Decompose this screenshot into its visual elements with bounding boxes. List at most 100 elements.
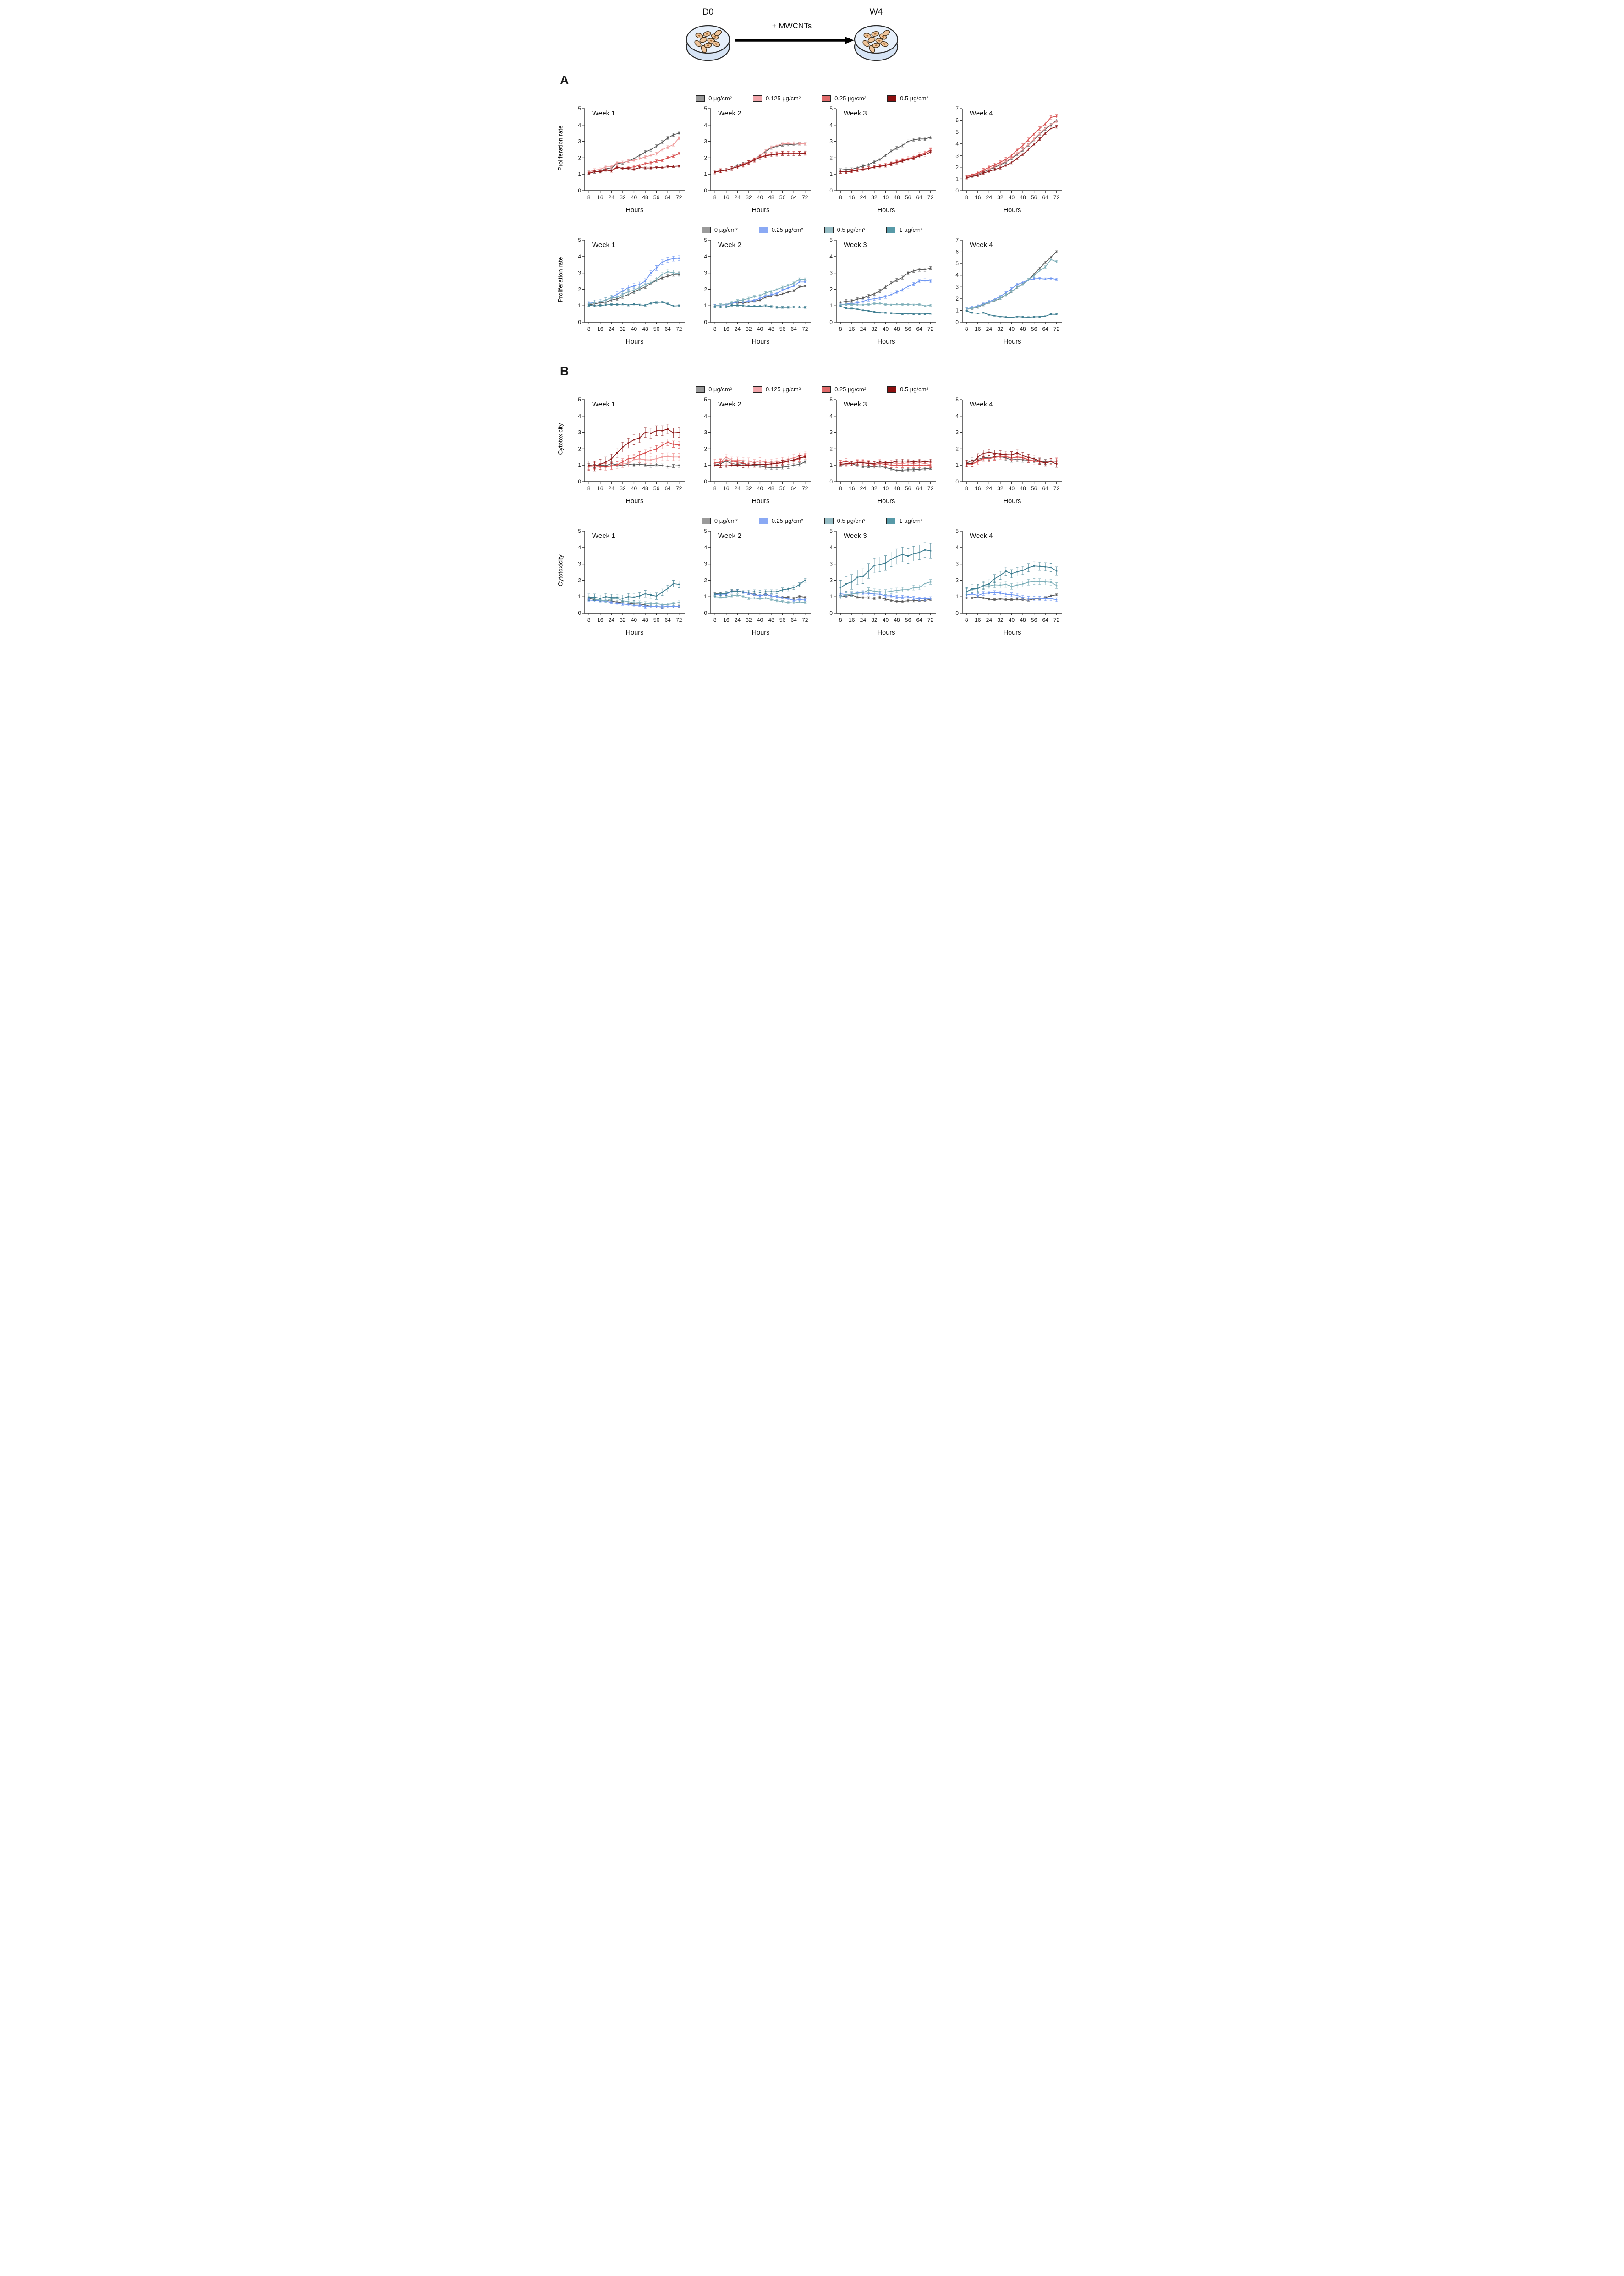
x-tick-label: 40 — [757, 617, 763, 623]
legend-item: 0 µg/cm² — [701, 226, 738, 233]
x-tick-label: 56 — [1031, 485, 1037, 492]
chart-b2-week3: 0 1 2 3 4 5 8 16 24 32 40 48 56 64 72 Hours Week 3 — [817, 525, 943, 641]
chart-row-b-2: Cytotoxicity 0 1 2 3 4 5 8 16 24 32 40 48 56 64 72 Hours… — [555, 525, 1069, 641]
x-tick-label: 40 — [631, 617, 637, 623]
line-chart-week-1: 0 1 2 3 4 5 8 16 24 32 40 48 56 64 72 Hours Week 1 — [578, 528, 685, 636]
x-tick-label: 32 — [746, 194, 752, 201]
x-tick-label: 64 — [916, 194, 923, 201]
x-tick-label: 48 — [768, 326, 774, 332]
x-tick-label: 72 — [1053, 485, 1060, 492]
series-markers — [839, 581, 932, 598]
legend-item: 0 µg/cm² — [701, 517, 738, 524]
series-markers — [966, 121, 1058, 178]
series-markers — [839, 549, 932, 589]
x-tick-label: 32 — [871, 194, 878, 201]
error-bars — [839, 278, 932, 307]
series-line — [714, 281, 805, 306]
x-tick-label: 64 — [790, 194, 797, 201]
x-tick-label: 16 — [597, 194, 604, 201]
x-tick-label: 64 — [1042, 485, 1048, 492]
chart-title: Week 3 — [844, 532, 867, 540]
y-tick-label: 2 — [955, 445, 959, 452]
legend-label: 1 µg/cm² — [899, 226, 923, 233]
x-tick-label: 40 — [1009, 617, 1015, 623]
x-tick-label: 56 — [653, 485, 660, 492]
y-tick-label: 2 — [704, 577, 707, 583]
legend-item: 0.125 µg/cm² — [753, 386, 801, 393]
y-tick-label: 3 — [704, 429, 707, 436]
y-tick-label: 1 — [830, 302, 833, 309]
series-markers — [839, 151, 932, 173]
x-tick-label: 64 — [790, 326, 797, 332]
y-tick-label: 4 — [955, 413, 959, 419]
legend-label: 0 µg/cm² — [714, 517, 738, 524]
y-tick-label: 3 — [578, 561, 582, 567]
x-tick-label: 40 — [883, 326, 889, 332]
x-tick-label: 40 — [631, 485, 637, 492]
x-tick-label: 64 — [665, 194, 671, 201]
y-axis-label: Cytotoxicity — [555, 525, 565, 624]
x-tick-label: 48 — [642, 326, 649, 332]
x-tick-label: 16 — [723, 617, 730, 623]
series-markers — [588, 301, 680, 307]
y-tick-label: 0 — [830, 319, 833, 325]
line-chart-week-2: 0 1 2 3 4 5 8 16 24 32 40 48 56 64 72 Hours Week 2 — [704, 396, 811, 505]
series-markers — [966, 581, 1058, 592]
legend-swatch-icon — [696, 386, 705, 393]
x-tick-label: 64 — [916, 326, 923, 332]
x-tick-label: 72 — [802, 194, 808, 201]
legend-swatch-icon — [758, 226, 768, 233]
series-markers — [588, 271, 680, 305]
legend-label: 1 µg/cm² — [899, 517, 923, 524]
y-tick-label: 5 — [578, 105, 582, 112]
x-axis-label: Hours — [626, 207, 644, 214]
x-tick-label: 32 — [997, 617, 1004, 623]
x-tick-label: 16 — [723, 194, 730, 201]
chart-title: Week 3 — [844, 400, 867, 408]
line-chart-week-2: 0 1 2 3 4 5 8 16 24 32 40 48 56 64 72 Hours Week 2 — [704, 237, 811, 346]
x-tick-label: 40 — [1009, 194, 1015, 201]
line-chart-week-2: 0 1 2 3 4 5 8 16 24 32 40 48 56 64 72 Hours Week 2 — [704, 528, 811, 636]
x-tick-label: 8 — [839, 326, 842, 332]
line-chart-week-4: 0 1 2 3 4 5 8 16 24 32 40 48 56 64 72 Hours Week 4 — [955, 528, 1062, 636]
series-line — [966, 126, 1057, 178]
y-tick-label: 0 — [955, 610, 959, 616]
x-tick-label: 24 — [734, 485, 741, 492]
x-tick-label: 24 — [986, 485, 992, 492]
y-tick-label: 1 — [955, 593, 959, 600]
error-bars — [587, 255, 680, 306]
legend-swatch-icon — [701, 517, 711, 524]
y-tick-label: 2 — [578, 577, 582, 583]
x-tick-label: 32 — [871, 617, 878, 623]
error-bars — [839, 148, 932, 174]
error-bars — [965, 449, 1058, 468]
error-bars — [713, 280, 807, 307]
x-tick-label: 24 — [609, 617, 615, 623]
x-tick-label: 16 — [723, 485, 730, 492]
y-tick-label: 5 — [578, 396, 582, 403]
y-tick-label: 3 — [704, 270, 707, 276]
y-tick-label: 4 — [704, 413, 707, 419]
y-tick-label: 3 — [704, 561, 707, 567]
x-tick-label: 8 — [713, 194, 717, 201]
y-tick-label: 3 — [578, 138, 582, 145]
error-bars — [965, 114, 1058, 179]
legend-item: 0 µg/cm² — [696, 95, 732, 102]
line-chart-week-1: 0 1 2 3 4 5 8 16 24 32 40 48 56 64 72 Hours Week 1 — [578, 237, 685, 346]
y-axis-label: Cytotoxicity — [555, 394, 565, 492]
x-tick-label: 32 — [871, 485, 878, 492]
chart-title: Week 1 — [592, 532, 615, 540]
x-tick-label: 72 — [1053, 326, 1060, 332]
line-chart-week-3: 0 1 2 3 4 5 8 16 24 32 40 48 56 64 72 Hours Week 3 — [830, 105, 937, 214]
legend-item: 0.125 µg/cm² — [753, 95, 801, 102]
series-markers — [966, 126, 1058, 179]
x-tick-label: 48 — [1020, 617, 1026, 623]
chart-b2-week1: 0 1 2 3 4 5 8 16 24 32 40 48 56 64 72 Hours Week 1 — [565, 525, 691, 641]
y-axis-label-text: Proliferation rate — [557, 125, 564, 171]
series-line — [966, 121, 1057, 178]
y-tick-label: 0 — [578, 478, 582, 485]
x-tick-label: 56 — [779, 326, 786, 332]
y-tick-label: 0 — [955, 187, 959, 194]
